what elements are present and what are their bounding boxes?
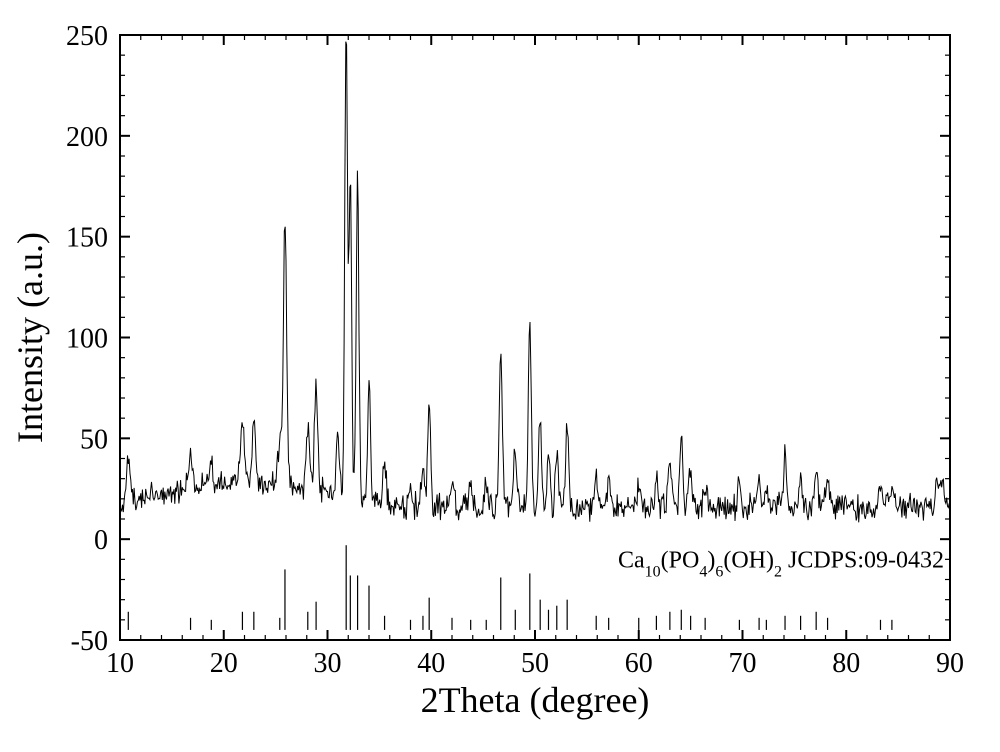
xrd-chart: -50 0 50 100 150 200 250 10 20 30 40 50 60 70 80 90 2The… [0, 0, 1000, 752]
xrd-trace [120, 42, 950, 523]
svg-text:40: 40 [417, 648, 445, 679]
svg-text:100: 100 [66, 324, 108, 355]
svg-text:50: 50 [521, 648, 549, 679]
svg-text:60: 60 [625, 648, 653, 679]
chart-svg: -50 0 50 100 150 200 250 10 20 30 40 50 60 70 80 90 2The… [0, 0, 1000, 752]
svg-text:30: 30 [314, 648, 342, 679]
y-axis-label: Intensity (a.u.) [10, 232, 50, 443]
svg-text:20: 20 [210, 648, 238, 679]
reference-label: Ca10(PO4)6(OH)2 JCDPS:09-0432 [618, 547, 944, 580]
svg-text:-50: -50 [71, 626, 108, 657]
svg-text:50: 50 [80, 424, 108, 455]
svg-text:150: 150 [66, 223, 108, 254]
svg-text:250: 250 [66, 21, 108, 52]
x-axis-label: 2Theta (degree) [421, 680, 650, 720]
svg-text:200: 200 [66, 122, 108, 153]
svg-text:0: 0 [94, 525, 108, 556]
svg-text:70: 70 [729, 648, 757, 679]
svg-text:10: 10 [106, 648, 134, 679]
svg-text:90: 90 [936, 648, 964, 679]
svg-text:80: 80 [832, 648, 860, 679]
